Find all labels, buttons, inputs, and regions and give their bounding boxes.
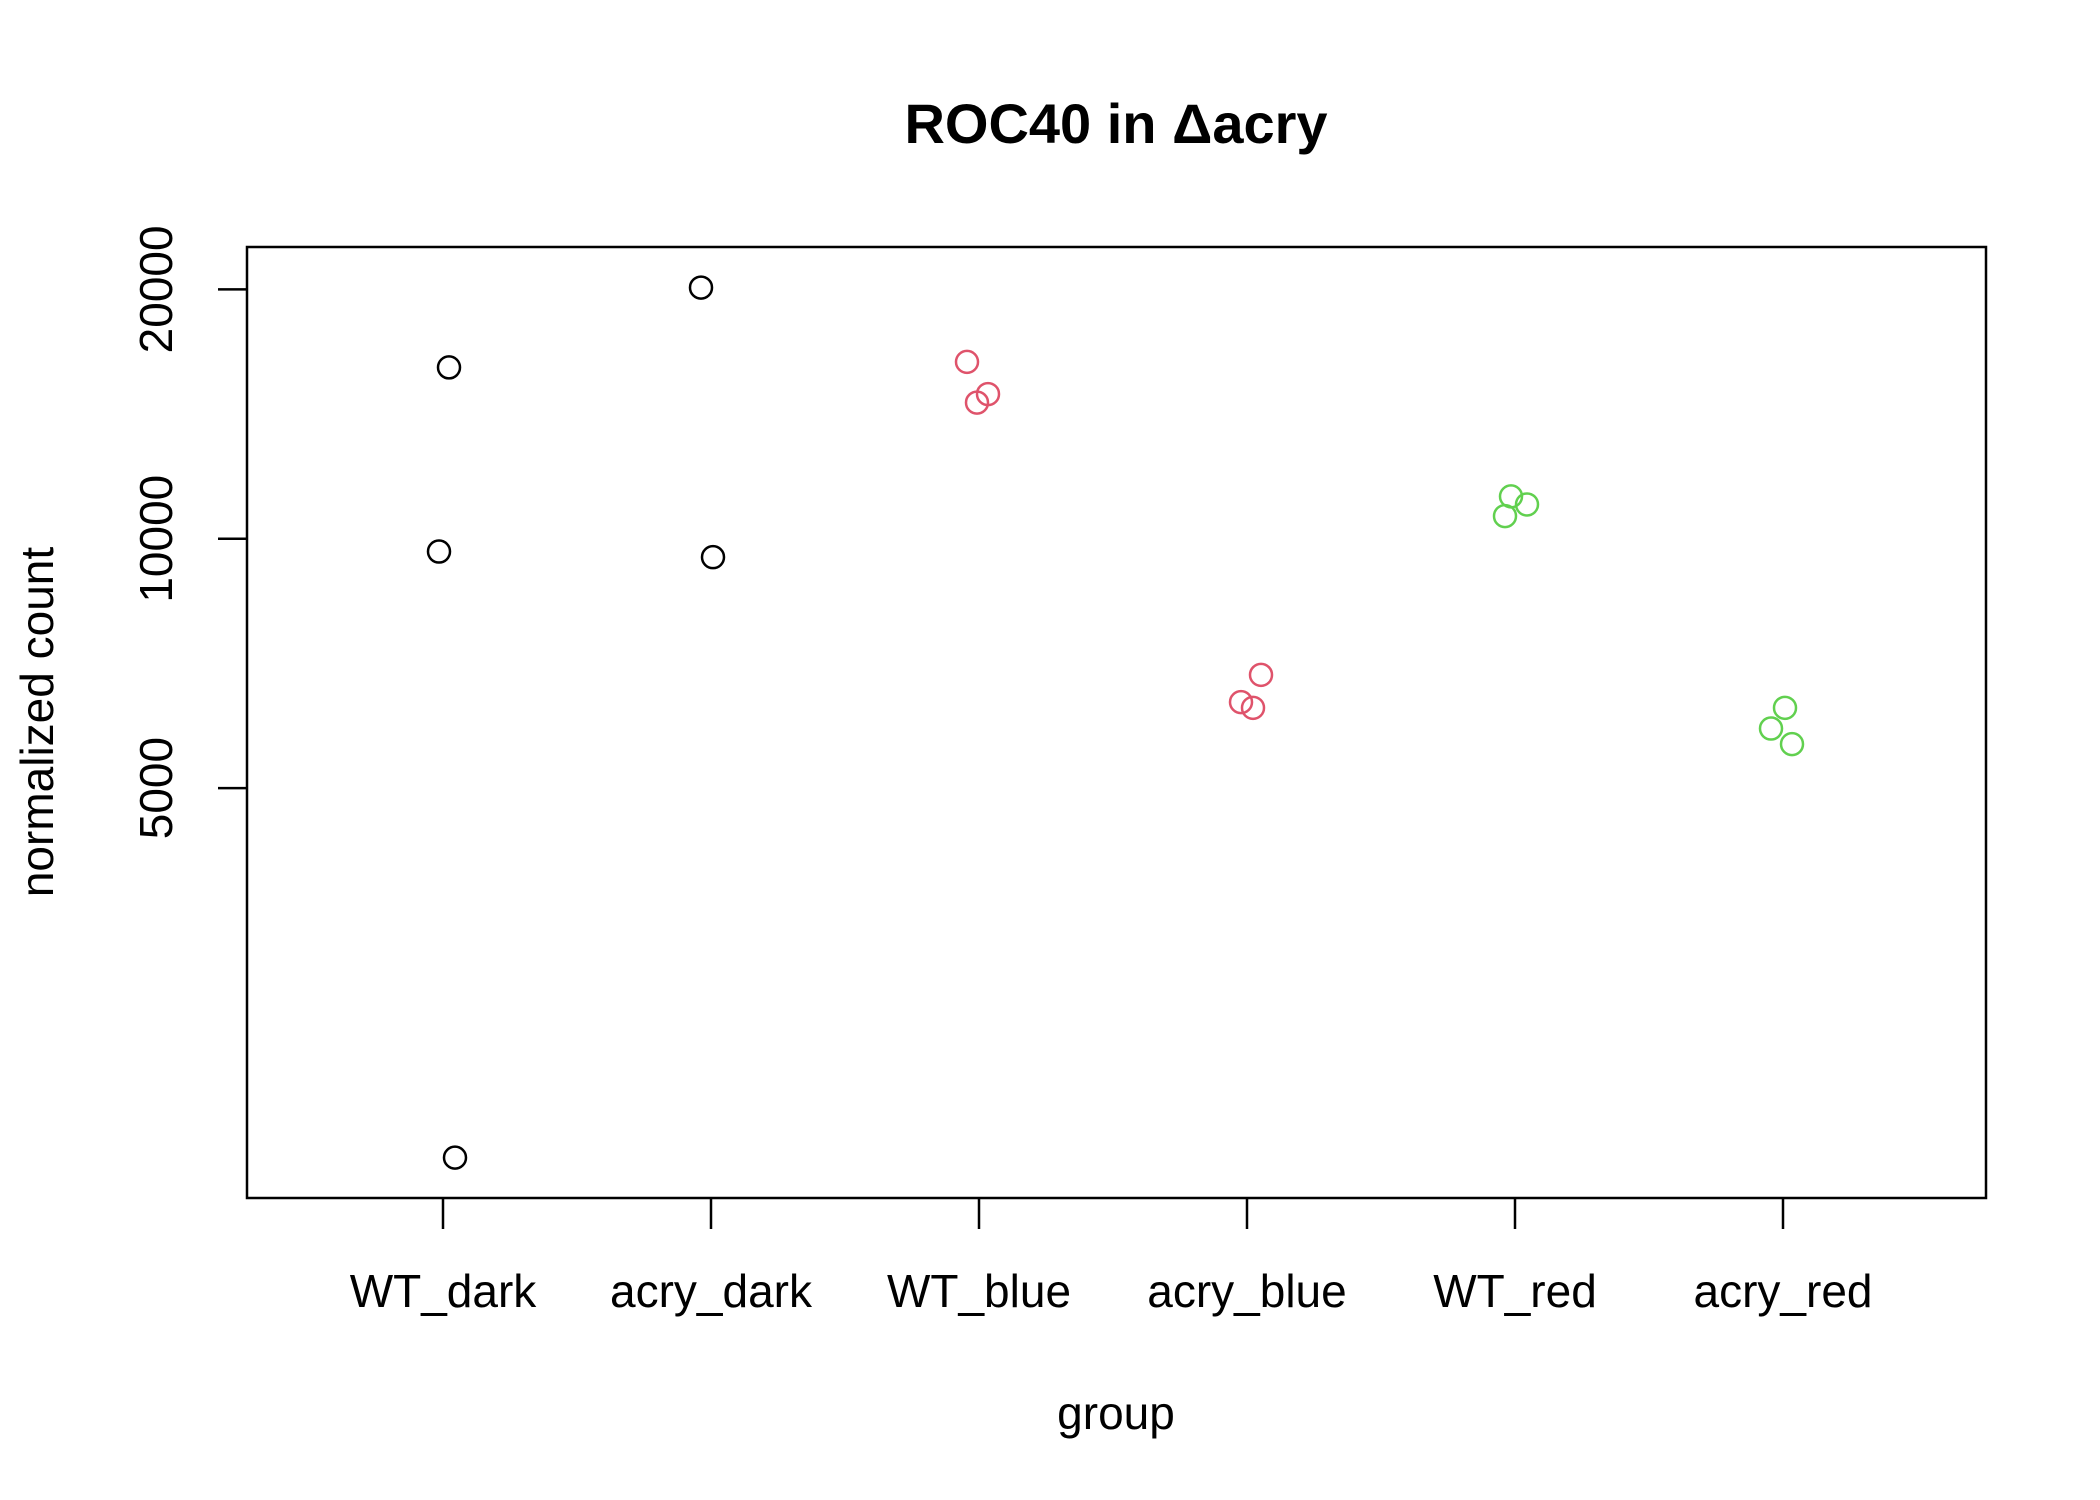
data-point (954, 349, 980, 375)
y-tick-label: 10000 (130, 475, 182, 603)
x-tick-label: acry_dark (610, 1265, 813, 1317)
data-point (700, 544, 726, 570)
data-point (442, 1145, 468, 1170)
x-tick-label: WT_red (1433, 1265, 1597, 1317)
y-tick-label: 5000 (130, 737, 182, 839)
data-points (426, 275, 1805, 1170)
x-axis-label: group (1057, 1387, 1175, 1439)
y-axis-label: normalized count (11, 547, 63, 898)
data-point (1228, 689, 1254, 715)
y-axis: 5000 10000 20000 (130, 225, 247, 839)
x-axis: WT_dark acry_dark WT_blue acry_blue WT_red ac… (350, 1198, 1873, 1317)
data-point (1248, 662, 1274, 688)
plot-frame (245, 245, 1988, 1200)
data-point (1758, 716, 1784, 741)
x-tick-label: WT_dark (350, 1265, 538, 1317)
x-tick-label: WT_blue (887, 1265, 1071, 1317)
data-point (1240, 695, 1266, 721)
data-point (1779, 731, 1805, 757)
x-tick-label: acry_red (1694, 1265, 1873, 1317)
data-point (964, 390, 990, 415)
data-point (436, 355, 462, 380)
data-point (1492, 503, 1518, 529)
data-point (1514, 492, 1540, 517)
y-tick-label: 20000 (130, 225, 182, 353)
data-point (688, 275, 714, 300)
data-point (1772, 695, 1798, 721)
data-point (426, 539, 452, 564)
x-tick-label: acry_blue (1147, 1265, 1346, 1317)
chart-title: ROC40 in Δacry (904, 92, 1327, 155)
